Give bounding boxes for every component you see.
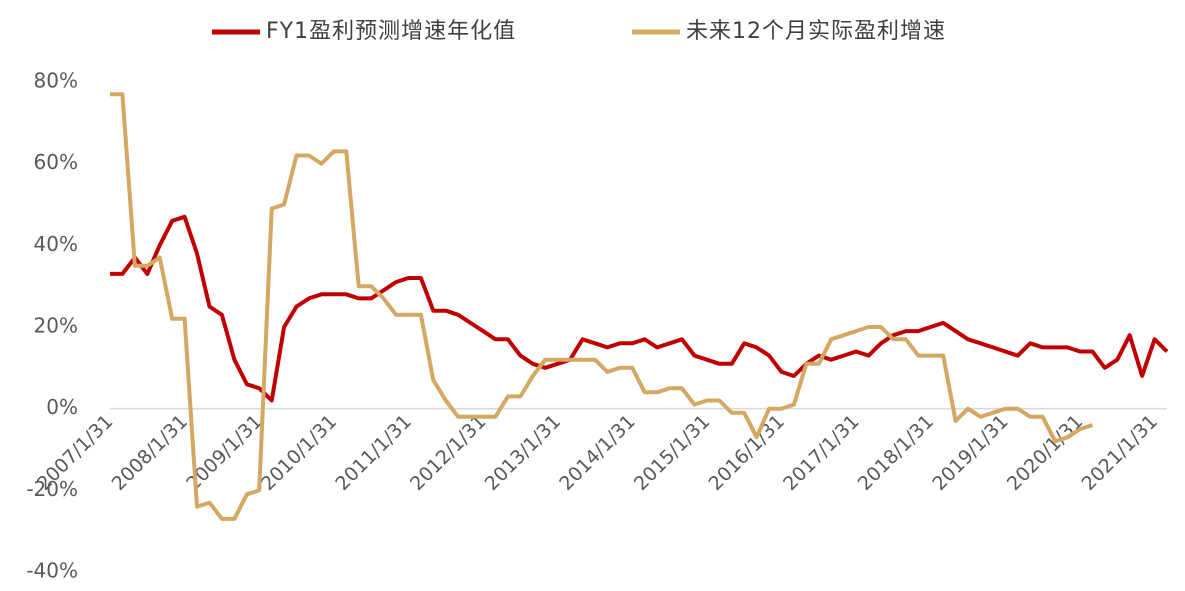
x-tick-label: 2013/1/31	[481, 411, 565, 495]
y-tick-label: 60%	[34, 150, 78, 174]
x-tick-label: 2012/1/31	[406, 411, 490, 495]
y-tick-label: -20%	[26, 477, 78, 501]
series-line	[110, 214, 1169, 403]
y-tick-label: 0%	[46, 395, 78, 419]
x-tick-label: 2017/1/31	[779, 411, 863, 495]
y-tick-label: 80%	[34, 69, 78, 93]
x-tick-label: 2008/1/31	[108, 411, 192, 495]
y-tick-label: -40%	[26, 559, 78, 583]
x-tick-label: 2014/1/31	[555, 411, 639, 495]
x-tick-label: 2010/1/31	[257, 411, 341, 495]
x-tick-label: 2011/1/31	[331, 411, 415, 495]
series-line	[110, 92, 1094, 521]
legend-label: FY1盈利预测增速年化值	[266, 19, 516, 44]
y-tick-label: 40%	[34, 232, 78, 256]
y-tick-label: 20%	[34, 314, 78, 338]
x-tick-label: 2016/1/31	[704, 411, 788, 495]
x-tick-label: 2021/1/31	[1078, 411, 1162, 495]
x-tick-label: 2018/1/31	[854, 411, 938, 495]
x-tick-label: 2019/1/31	[928, 411, 1012, 495]
legend-label: 未来12个月实际盈利增速	[686, 19, 946, 44]
x-tick-label: 2015/1/31	[630, 411, 714, 495]
